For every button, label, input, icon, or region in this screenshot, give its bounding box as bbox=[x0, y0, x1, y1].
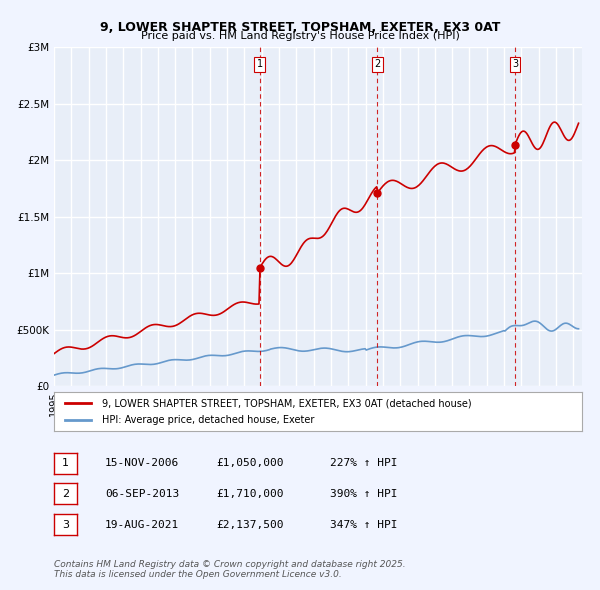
Text: £1,050,000: £1,050,000 bbox=[216, 458, 284, 468]
Text: 19-AUG-2021: 19-AUG-2021 bbox=[105, 520, 179, 529]
Text: HPI: Average price, detached house, Exeter: HPI: Average price, detached house, Exet… bbox=[101, 415, 314, 425]
Text: Price paid vs. HM Land Registry's House Price Index (HPI): Price paid vs. HM Land Registry's House … bbox=[140, 31, 460, 41]
Text: 9, LOWER SHAPTER STREET, TOPSHAM, EXETER, EX3 0AT (detached house): 9, LOWER SHAPTER STREET, TOPSHAM, EXETER… bbox=[101, 398, 471, 408]
Text: 2: 2 bbox=[374, 59, 380, 69]
Text: Contains HM Land Registry data © Crown copyright and database right 2025.
This d: Contains HM Land Registry data © Crown c… bbox=[54, 560, 406, 579]
Text: 3: 3 bbox=[62, 520, 69, 529]
Text: £1,710,000: £1,710,000 bbox=[216, 489, 284, 499]
Text: £2,137,500: £2,137,500 bbox=[216, 520, 284, 529]
Text: 1: 1 bbox=[62, 458, 69, 468]
Text: 1: 1 bbox=[257, 59, 263, 69]
Text: 390% ↑ HPI: 390% ↑ HPI bbox=[330, 489, 398, 499]
Text: 15-NOV-2006: 15-NOV-2006 bbox=[105, 458, 179, 468]
Text: 227% ↑ HPI: 227% ↑ HPI bbox=[330, 458, 398, 468]
Text: 3: 3 bbox=[512, 59, 518, 69]
Text: 9, LOWER SHAPTER STREET, TOPSHAM, EXETER, EX3 0AT: 9, LOWER SHAPTER STREET, TOPSHAM, EXETER… bbox=[100, 21, 500, 34]
Text: 347% ↑ HPI: 347% ↑ HPI bbox=[330, 520, 398, 529]
Text: 2: 2 bbox=[62, 489, 69, 499]
Text: 06-SEP-2013: 06-SEP-2013 bbox=[105, 489, 179, 499]
